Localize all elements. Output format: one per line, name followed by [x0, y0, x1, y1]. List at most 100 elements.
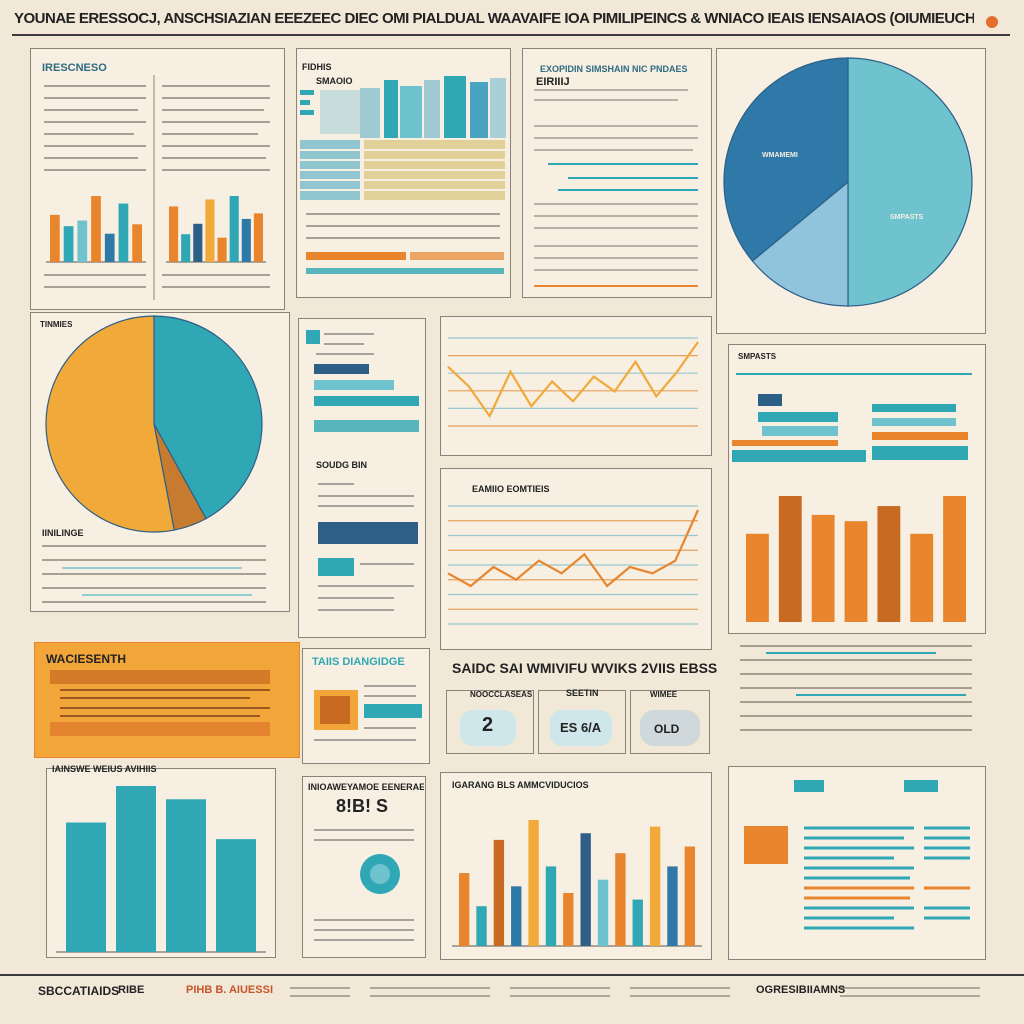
bar — [50, 214, 60, 262]
mini-bars — [318, 483, 418, 611]
series-line — [447, 509, 700, 588]
panel-title: WACIESENTH — [46, 652, 127, 666]
panel-orange-banner — [34, 642, 300, 758]
bar — [193, 223, 203, 262]
panel-line-chart-2 — [440, 468, 712, 650]
panel-top-left — [30, 48, 285, 310]
stat-value: 2 — [482, 714, 494, 736]
panel-title: FIDHIS — [302, 62, 332, 72]
pie-slice — [847, 57, 973, 307]
donut-icon — [314, 829, 414, 941]
building-bars — [360, 76, 506, 138]
bar — [63, 226, 74, 262]
bar — [746, 533, 769, 622]
bar — [77, 220, 88, 262]
bar — [632, 899, 643, 946]
bar — [205, 199, 215, 262]
bar-chart-bottom-left — [56, 786, 266, 953]
panel-title: SOUDG BIN — [316, 460, 368, 470]
bar — [811, 514, 835, 622]
footer-mid-2: PIHB B. AIUESSI — [186, 984, 273, 996]
bar — [778, 496, 802, 622]
bar-chart-top-left-2 — [166, 196, 266, 263]
bar — [528, 820, 539, 946]
bar — [667, 866, 678, 946]
panel-title: EXOPIDIN SIMSHAIN NIC PNDAES — [540, 64, 688, 74]
banner-bars — [50, 670, 270, 736]
bar — [116, 786, 156, 952]
bar-chart-top-left — [46, 196, 146, 263]
stat-bubble — [640, 710, 700, 746]
pie-slice — [723, 57, 849, 262]
panel-title: SMPASTS — [738, 352, 777, 361]
bar — [253, 213, 263, 262]
footer-left: SBCCATIAIDS — [38, 984, 120, 998]
bar — [563, 892, 574, 946]
footer-right: OGRESIBIIAMNS — [756, 984, 846, 996]
footer-filler — [290, 987, 730, 997]
bar — [229, 196, 239, 262]
status-dot — [986, 16, 998, 28]
line-chart-1 — [447, 337, 699, 427]
line-chart-2 — [447, 505, 700, 625]
bar — [910, 533, 934, 622]
stripe-band — [300, 140, 505, 200]
panel-subtitle: SMAOIO — [316, 76, 353, 86]
bar — [216, 839, 256, 952]
bar — [104, 233, 115, 262]
panel-title: IGARANG BLS AMMCVIDUCIOS — [452, 780, 589, 790]
bar — [844, 521, 868, 622]
bar — [217, 237, 227, 262]
footer-filler-2 — [840, 987, 980, 997]
pie-label-2: SMPASTS — [890, 214, 924, 221]
box-icon — [314, 685, 422, 741]
bar-chart-bottom — [452, 820, 702, 947]
panel-title: TINMIES — [40, 320, 73, 329]
bar — [169, 206, 179, 262]
bar — [511, 886, 522, 946]
bar — [241, 218, 251, 262]
stat-label: WIMEE — [650, 690, 678, 699]
bar — [66, 822, 106, 952]
stat-label: NOOCCLASEAS — [470, 690, 533, 699]
panel-title: EAMIIO EOMTIEIS — [472, 484, 550, 494]
footer-mid: RIBE — [118, 984, 145, 996]
panel-title: INIOAWEYAMOE EENERAE SHRNR — [308, 782, 424, 792]
bar — [597, 879, 609, 946]
series-line — [447, 341, 699, 419]
pie-chart-top-right — [723, 57, 973, 307]
panel-lines — [42, 545, 266, 603]
footer-rule — [0, 974, 1024, 976]
bar — [615, 853, 626, 946]
panel-lines — [740, 645, 972, 731]
bar — [118, 203, 129, 262]
panel-lines — [44, 75, 270, 300]
pie-slice — [45, 315, 175, 533]
pie-slice — [153, 315, 263, 520]
header-rule — [12, 34, 1010, 36]
bar — [493, 839, 505, 946]
bar — [580, 833, 591, 946]
bar-chart-right-mid — [746, 496, 966, 622]
panel-title: IRESCNESO — [42, 62, 107, 74]
panel-value: 8!B! S — [336, 796, 389, 816]
panel-lines — [306, 213, 504, 274]
bar — [877, 506, 901, 622]
horizontal-bars — [732, 373, 972, 462]
panel-subtitle: IINILINGE — [42, 528, 84, 538]
bar — [545, 866, 557, 946]
stat-bubble — [460, 710, 516, 746]
panel-bottom-chart — [440, 772, 712, 960]
bar — [91, 196, 101, 262]
striped-bars — [744, 780, 970, 930]
stat-value: OLD — [654, 722, 680, 736]
bar — [476, 906, 487, 946]
bar — [684, 846, 695, 946]
bar — [132, 224, 142, 262]
pie-label: WMAMEMI — [762, 152, 798, 159]
stats-title: SAIDC SAI WMIVIFU WVIKS 2VIIS EBSS — [452, 660, 718, 676]
panel-lines — [534, 89, 698, 287]
panel-subtitle: EIRIIIJ — [536, 76, 570, 88]
panel-title: TAIIS DIANGIDGE — [312, 656, 405, 668]
mini-chart-icon — [306, 330, 419, 432]
